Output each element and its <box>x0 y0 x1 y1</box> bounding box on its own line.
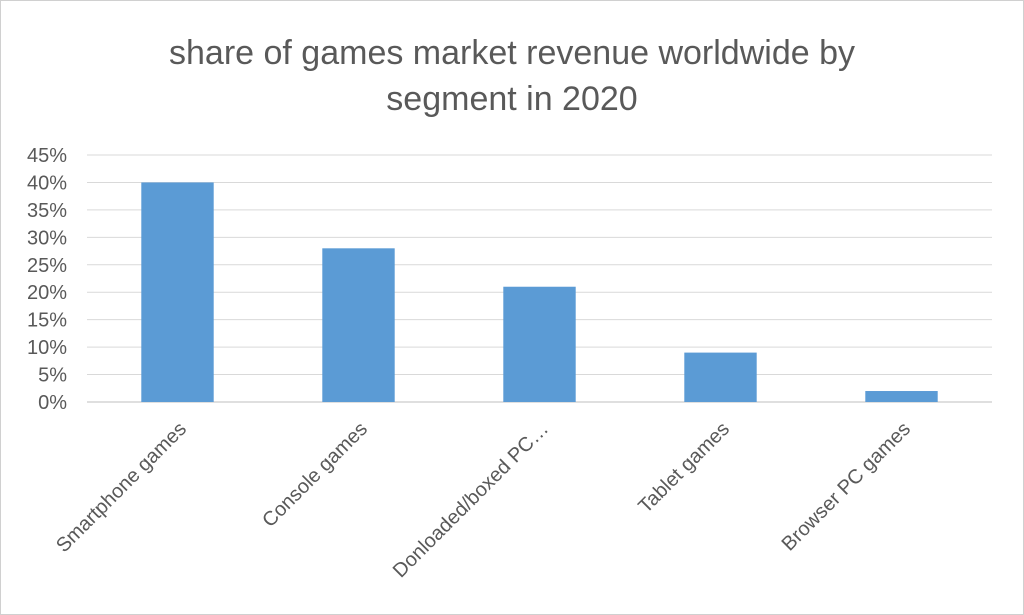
y-tick-label: 20% <box>27 282 67 304</box>
chart-title: share of games market revenue worldwide … <box>169 34 855 118</box>
y-tick-label: 40% <box>27 172 67 194</box>
y-tick-label: 45% <box>27 145 67 167</box>
bar <box>503 286 576 402</box>
bar <box>684 352 757 402</box>
y-tick-label: 25% <box>27 255 67 277</box>
y-tick-label: 0% <box>38 392 67 414</box>
x-tick-label: Browser PC games <box>778 418 915 555</box>
y-tick-label: 30% <box>27 227 67 249</box>
y-axis-ticks: 0% 5% 10% 15% 20% 25% 30% 35% 40% 45% <box>27 145 67 414</box>
x-tick-label: Smartphone games <box>52 418 191 557</box>
bars <box>141 182 938 402</box>
y-tick-label: 15% <box>27 310 67 332</box>
y-tick-label: 10% <box>27 337 67 359</box>
x-tick-label: Donloaded/boxed PC… <box>389 418 553 582</box>
x-axis-labels: Smartphone games Console games Donloaded/b… <box>52 418 915 582</box>
bar <box>865 391 938 402</box>
bar <box>322 248 395 402</box>
x-tick-label: Console games <box>258 418 372 532</box>
y-tick-label: 35% <box>27 200 67 222</box>
x-tick-label: Tablet games <box>634 418 734 518</box>
y-tick-label: 5% <box>38 365 67 387</box>
bar <box>141 182 214 402</box>
